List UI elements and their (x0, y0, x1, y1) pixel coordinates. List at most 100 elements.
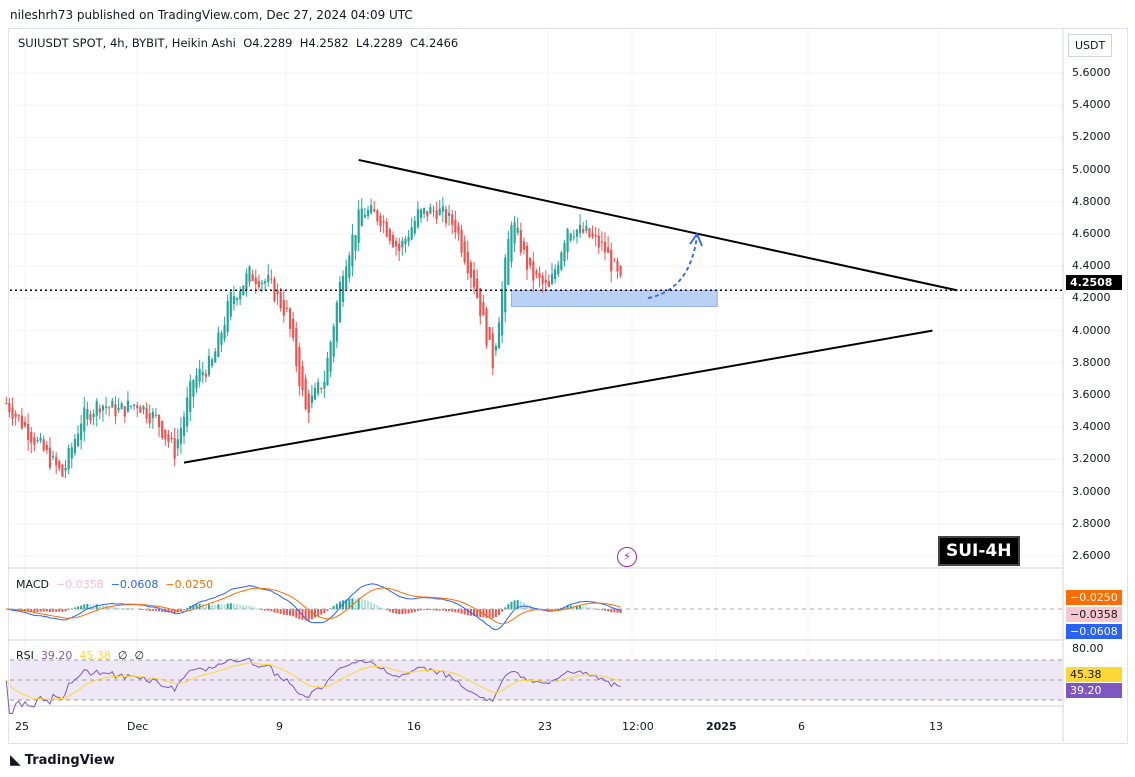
macd-histogram-bar (557, 608, 560, 610)
annotation-label: SUI-4H (938, 536, 1020, 566)
macd-histogram-bar (448, 609, 451, 612)
macd-histogram-bar (298, 609, 301, 620)
candle-body (260, 282, 264, 285)
macd-histogram-bar (242, 605, 245, 610)
candle-body (373, 209, 376, 212)
macd-histogram-bar (382, 608, 385, 610)
macd-histogram-bar (591, 607, 594, 610)
macd-histogram-bar (423, 609, 426, 610)
price-tick: 3.4000 (1072, 420, 1111, 434)
candle-body (575, 229, 579, 237)
macd-histogram-bar (332, 605, 335, 610)
candle-body (214, 351, 217, 363)
macd-histogram-bar (301, 609, 304, 620)
macd-histogram-bar (126, 608, 129, 610)
macd-histogram-bar (357, 598, 360, 610)
candle-body (239, 291, 242, 300)
candle-body (17, 415, 20, 417)
candle-body (600, 241, 603, 243)
macd-histogram-bar (42, 609, 45, 612)
time-tick: 16 (407, 720, 421, 733)
candle-body (513, 222, 516, 244)
candle-body (401, 240, 404, 248)
candle-body (104, 406, 108, 409)
macd-histogram-bar (494, 609, 497, 618)
price-tick: 5.6000 (1072, 66, 1111, 79)
macd-signal-line (6, 587, 621, 625)
macd-histogram-bar (354, 598, 357, 610)
macd-histogram-bar (148, 609, 151, 612)
macd-histogram-bar (248, 605, 251, 610)
macd-histogram-bar (220, 604, 223, 610)
macd-histogram-bar (295, 609, 298, 618)
macd-histogram-bar (142, 609, 145, 610)
candle-body (494, 346, 497, 351)
macd-histogram-bar (585, 606, 588, 610)
macd-histogram-bar (466, 609, 469, 616)
candle-body (148, 413, 151, 424)
price-tick: 3.6000 (1072, 388, 1111, 401)
candle-body (11, 407, 14, 420)
price-tick: 4.4000 (1072, 259, 1111, 273)
candle-body (382, 221, 385, 223)
macd-histogram-bar (223, 604, 226, 610)
macd-histogram-bar (373, 603, 376, 610)
macd-histogram-bar (395, 609, 398, 614)
candle-body (488, 327, 491, 340)
candle-body (444, 208, 448, 224)
macd-histogram-bar (610, 609, 613, 613)
candle-body (603, 242, 607, 253)
rsi-label: RSI (16, 649, 34, 662)
candle-body (591, 232, 594, 237)
macd-histogram-bar (114, 607, 117, 610)
candle-body (111, 400, 114, 408)
candle-body (179, 428, 183, 444)
macd-histogram-bar (507, 604, 510, 610)
candle-body (136, 405, 139, 409)
candle-body (98, 408, 101, 413)
macd-histogram-bar (239, 604, 242, 610)
price-tick: 4.0000 (1072, 323, 1111, 337)
candle-body (23, 421, 27, 427)
macd-histogram-bar (476, 609, 479, 617)
macd-tag: −0.0608 (1066, 624, 1122, 639)
candle-body (557, 264, 560, 275)
macd-histogram-bar (338, 601, 341, 610)
candle-body (516, 227, 519, 233)
macd-histogram-bar (317, 609, 320, 616)
candle-body (189, 381, 192, 412)
trendline (358, 158, 958, 292)
macd-histogram-bar (326, 609, 329, 611)
lightning-icon[interactable]: ⚡ (617, 547, 637, 567)
candle-body (404, 238, 407, 245)
macd-histogram-bar (510, 601, 513, 610)
candle-body (578, 224, 582, 234)
macd-histogram-bar (108, 606, 111, 610)
macd-histogram-bar (413, 609, 416, 612)
macd-histogram-bar (463, 609, 466, 615)
macd-histogram-bar (597, 609, 600, 610)
price-tick: 2.6000 (1072, 549, 1111, 562)
macd-line (6, 583, 621, 631)
macd-histogram-bar (285, 609, 288, 615)
macd-histogram-bar (432, 609, 435, 611)
ohlc-low: L4.2289 (356, 36, 403, 50)
candle-body (80, 423, 83, 440)
macd-histogram-bar (192, 605, 195, 610)
macd-histogram-bar (27, 609, 30, 612)
macd-histogram-bar (136, 608, 139, 610)
price-tick: 5.2000 (1072, 130, 1111, 144)
candle-body (426, 210, 429, 217)
macd-histogram-bar (151, 609, 154, 611)
currency-button[interactable]: USDT (1068, 34, 1113, 57)
candle-body (182, 416, 186, 436)
candle-body (566, 229, 569, 253)
macd-legend: MACD −0.0358 −0.0608 −0.0250 (16, 578, 213, 591)
macd-histogram-bar (342, 600, 345, 610)
chart-frame[interactable] (8, 28, 1128, 744)
candle-body (522, 241, 526, 250)
macd-histogram-bar (310, 609, 313, 620)
macd-histogram-bar (33, 609, 36, 613)
macd-histogram-bar (117, 607, 120, 610)
